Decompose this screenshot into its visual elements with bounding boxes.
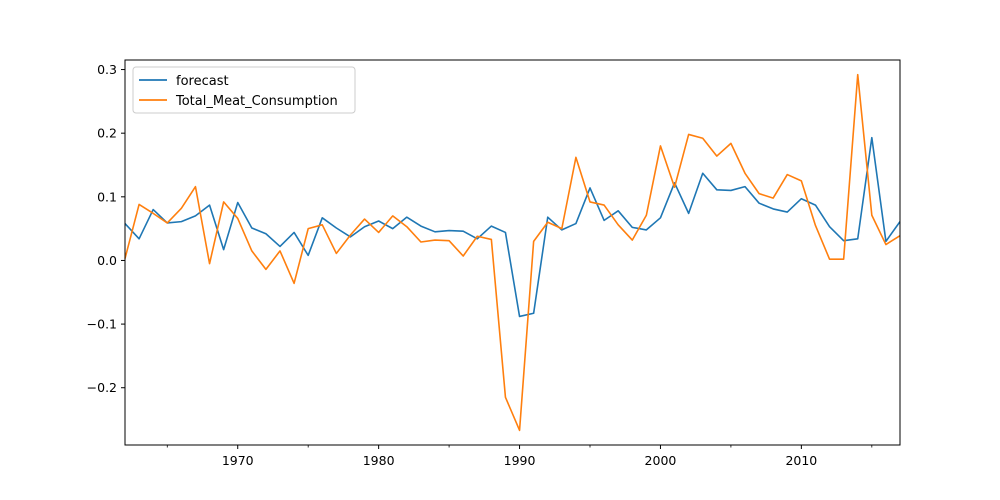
x-tick-label: 1970 [222,453,254,468]
legend-label: Total_Meat_Consumption [175,94,338,109]
y-tick-label: 0.2 [97,126,117,141]
y-tick-label: 0.0 [97,253,117,268]
y-tick-label: 0.3 [97,62,117,77]
plot-frame [124,59,901,446]
y-tick-label: 0.1 [97,189,117,204]
x-tick-label: 2010 [785,453,817,468]
x-tick-label: 1990 [504,453,536,468]
y-tick-label: −0.2 [87,380,117,395]
series-line-forecast [124,136,901,318]
plot-area [125,60,900,445]
legend: forecast Total_Meat_Consumption [132,66,356,114]
y-axis: −0.2 −0.1 0.0 0.1 0.2 0.3 [87,62,125,395]
x-tick-label: 1980 [363,453,395,468]
series-line-total-meat-consumption [124,73,901,432]
y-tick-label: −0.1 [87,317,117,332]
x-axis: 1970 1980 1990 2000 2010 [166,445,873,468]
legend-label: forecast [176,74,229,89]
x-tick-label: 2000 [645,453,677,468]
legend-box [132,66,356,114]
series-layer [124,73,901,432]
